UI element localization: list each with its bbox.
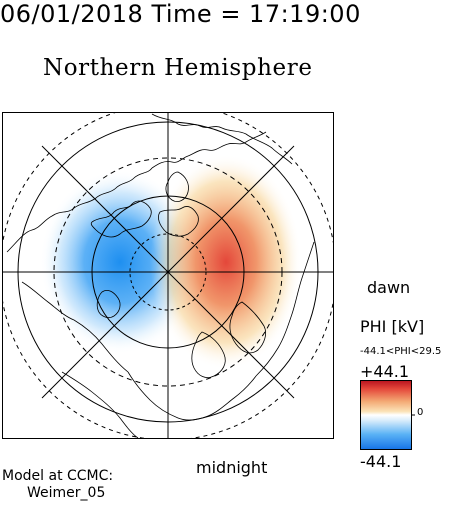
model-line-1: Model at CCMC:: [2, 468, 114, 484]
model-line-2: Weimer_05: [27, 485, 106, 501]
positive-potential-cell: [150, 154, 302, 370]
colorbar-title: PHI [kV]: [360, 317, 425, 336]
datetime-header: 06/01/2018 Time = 17:19:00: [0, 0, 361, 28]
hemisphere-title: Northern Hemisphere: [43, 55, 313, 81]
colorbar-min-label: -44.1: [360, 452, 402, 471]
meridian-lines: [2, 112, 334, 439]
colorbar: [360, 380, 416, 450]
colorbar-max-label: +44.1: [360, 362, 410, 381]
colorbar-zero-label: 0: [417, 407, 424, 418]
colorbar-range-text: -44.1<PHI<29.5: [360, 346, 442, 357]
colorbar-svg: [360, 380, 415, 450]
dawn-label: dawn: [367, 278, 411, 297]
polar-map: [2, 112, 334, 439]
colorbar-gradient: [360, 380, 412, 450]
polar-map-svg: [2, 112, 334, 439]
midnight-label: midnight: [196, 458, 268, 477]
